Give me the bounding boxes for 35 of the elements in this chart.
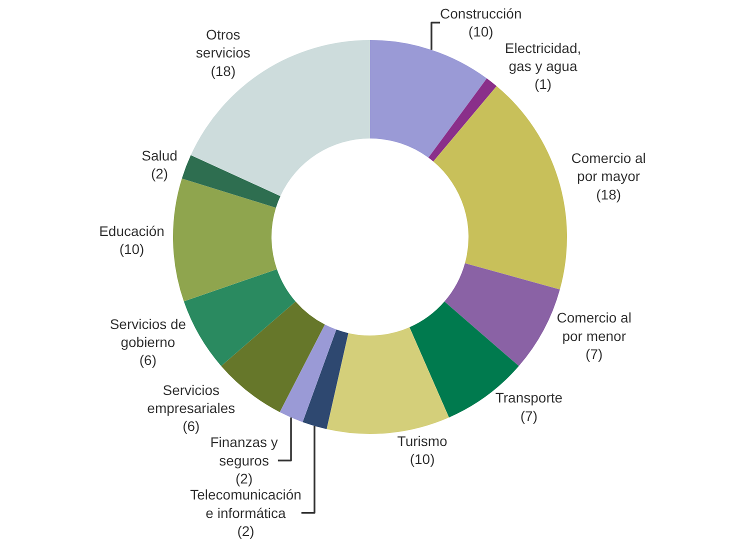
data-label: (10) [468,24,494,40]
slice-label: Finanzas y seguros [210,434,278,468]
donut-slice [280,324,336,422]
data-label: (1) [534,76,552,92]
slice-label: Comercio al por mayor [571,150,646,184]
data-label: (7) [520,408,538,424]
donut-slice [190,40,370,196]
donut-slice [184,269,296,366]
donut-slice [370,40,487,158]
donut-slice [182,155,280,208]
slice-label: Comercio al por menor [556,310,632,344]
donut-slice [428,78,497,162]
slice-label: Servicios empresariales [147,382,236,416]
slice-label: Otros servicios [196,26,250,61]
data-label: (2) [236,470,253,487]
slice-label: Telecomunicación e informática [190,486,302,521]
slice-label: Salud [142,147,178,164]
slice-label: Transporte [495,390,563,406]
donut-slice [173,178,277,302]
data-label: (2) [237,523,254,540]
slice-label: Construcción [440,6,522,22]
data-label: (18) [596,186,622,202]
data-label: (10) [410,451,435,468]
slice-label: Educación [99,223,164,240]
slice-label: Servicios de gobierno [110,316,186,350]
slice-label: Turismo [397,432,448,449]
data-label: (7) [586,346,603,362]
data-label: (10) [119,241,144,258]
data-label: (18) [210,62,236,79]
slice-label: Electricidad, gas y agua [504,40,582,74]
donut-slice [326,327,449,434]
data-label: (6) [182,418,200,434]
donut-slice [302,330,348,430]
data-label: (2) [150,166,168,182]
data-label: (6) [139,352,157,368]
